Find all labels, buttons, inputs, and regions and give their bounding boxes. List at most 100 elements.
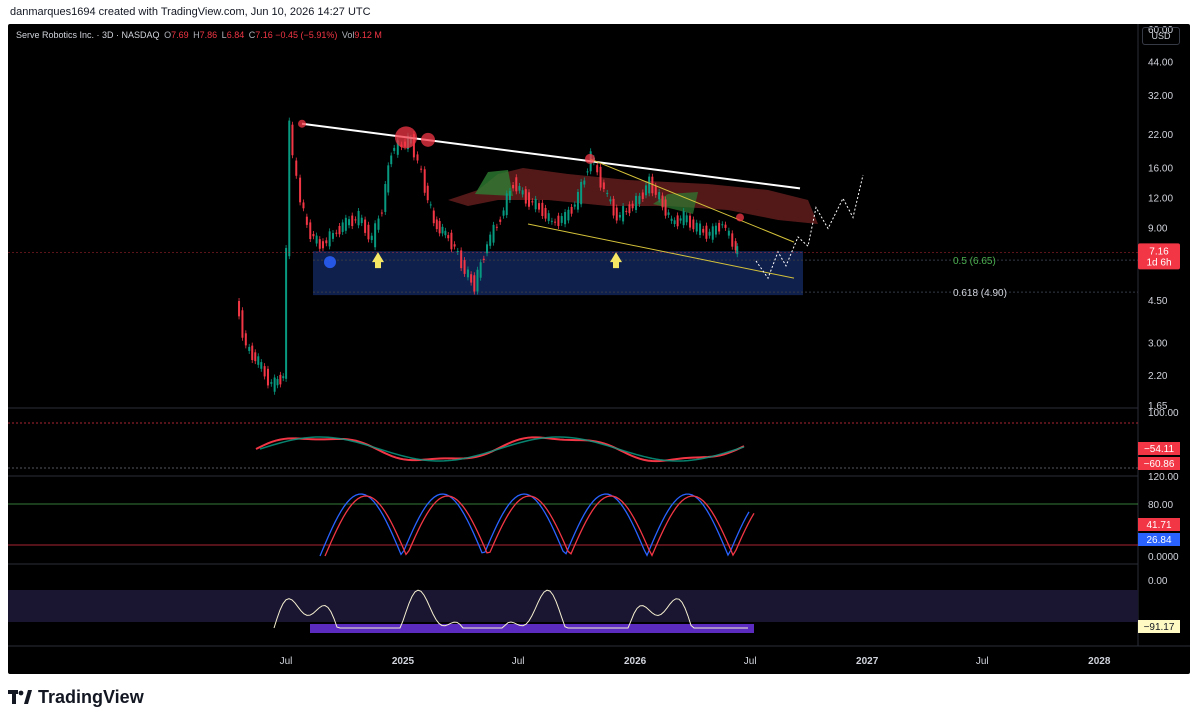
buy-arrow-marker: [610, 252, 622, 269]
candle-body: [721, 224, 724, 226]
candle-body: [648, 176, 651, 194]
candle-body: [573, 204, 576, 207]
candle-body: [251, 345, 254, 361]
osc1-tick: 100.00: [1148, 408, 1179, 419]
price-chart-svg[interactable]: 0.5 (6.65) 0.618 (4.90) 100.00 −54.11 −60.8…: [8, 24, 1190, 674]
legend-high: 7.86: [199, 30, 218, 40]
symbol-legend: Serve Robotics Inc. · 3D · NASDAQ O7.69 …: [16, 30, 382, 40]
candle-body: [599, 166, 602, 188]
price-tick-label: 16.00: [1148, 163, 1173, 174]
time-tick-label: 2025: [392, 656, 415, 667]
ichimoku-cloud-red: [448, 168, 818, 224]
candle-body: [341, 222, 344, 232]
osc1-main-line: [259, 436, 745, 462]
osc3-tag: [1138, 620, 1180, 633]
candle-body: [596, 165, 599, 173]
stoch-tag: [1138, 533, 1180, 546]
candle-body: [338, 225, 341, 235]
credit-text: danmarques1694 created with TradingView.…: [10, 6, 371, 18]
candle-body: [254, 352, 257, 362]
candle-body: [423, 169, 426, 193]
candle-body: [354, 219, 357, 221]
candle-body: [583, 180, 586, 185]
price-tick-label: 3.00: [1148, 338, 1168, 349]
candle-body: [685, 215, 688, 223]
candle-body: [260, 362, 263, 369]
candle-body: [612, 198, 615, 216]
candle-body: [670, 218, 673, 221]
candle-body: [727, 230, 730, 236]
osc1-value: −60.86: [1144, 459, 1175, 470]
candle-body: [714, 225, 717, 235]
osc1-tag: [1138, 442, 1180, 455]
candle-body: [266, 368, 269, 386]
time-tick-label: Jul: [280, 656, 293, 667]
candle-body: [521, 190, 524, 195]
candle-body: [453, 244, 456, 247]
candle-body: [360, 217, 363, 224]
candle-body: [248, 346, 251, 351]
candle-body: [512, 185, 515, 189]
legend-c-label: C: [248, 30, 256, 40]
candle-body: [708, 231, 711, 236]
candle-body: [651, 176, 654, 194]
stoch-d-value: 41.71: [1146, 520, 1171, 531]
candle-body: [285, 247, 288, 379]
candle-body: [676, 215, 679, 227]
candle-body: [441, 226, 444, 234]
candle-body: [602, 182, 605, 190]
candle-body: [628, 204, 631, 214]
candle-body: [305, 216, 308, 225]
candle-body: [644, 185, 647, 196]
footer: TradingView: [8, 685, 144, 709]
candle-body: [622, 206, 625, 222]
candle-body: [664, 199, 667, 216]
candle-body: [348, 219, 351, 226]
candle-body: [282, 376, 285, 379]
candle-body: [357, 211, 360, 226]
candle-body: [374, 223, 377, 248]
candle-body: [689, 215, 692, 228]
currency-button[interactable]: USD: [1142, 27, 1180, 45]
candle-body: [711, 226, 714, 240]
candle-body: [654, 185, 657, 195]
legend-close: 7.16: [255, 30, 273, 40]
ichimoku-cloud-green: [475, 170, 513, 196]
candle-body: [420, 168, 423, 170]
axes-layer: 60.00 44.00 32.00 22.00 16.00 12.00 9.00 4.50 3.…: [8, 25, 1180, 667]
candle-body: [416, 154, 419, 161]
candle-body: [550, 220, 553, 222]
candle-body: [544, 207, 547, 219]
oscillators-layer: 100.00 −54.11 −60.86 120.00 80.00 0.0000 41.71…: [8, 408, 1180, 633]
candle-body: [396, 140, 399, 155]
candle-body: [702, 228, 705, 233]
legend-l-label: L: [221, 30, 227, 40]
candle-body: [560, 216, 563, 223]
candle-body: [734, 241, 737, 251]
candle-body: [377, 218, 380, 230]
candle-body: [495, 226, 498, 228]
stoch-tick: 120.00: [1148, 472, 1179, 483]
candle-body: [557, 215, 560, 226]
candle-body: [518, 185, 521, 191]
candle-body: [508, 190, 511, 201]
candle-body: [615, 207, 618, 221]
fib-label-0.5: 0.5 (6.65): [953, 256, 996, 267]
candle-body: [438, 221, 441, 234]
candle-body: [351, 215, 354, 227]
price-tick-label: 1.65: [1148, 401, 1168, 412]
channel-lower-line: [527, 223, 795, 279]
candle-body: [470, 274, 473, 283]
candle-body: [705, 225, 708, 239]
price-tick-label: 4.50: [1148, 296, 1168, 307]
candle-body: [609, 199, 612, 202]
time-tick-label: 2027: [856, 656, 879, 667]
legend-vol-label: Vol: [341, 30, 355, 40]
candle-body: [364, 219, 367, 233]
chart-area[interactable]: 0.5 (6.65) 0.618 (4.90) 100.00 −54.11 −60.8…: [8, 24, 1190, 674]
candle-body: [291, 124, 294, 156]
price-tick-label: 12.00: [1148, 193, 1173, 204]
ichimoku-cloud-layer: [448, 168, 818, 224]
osc3-line: [273, 589, 748, 629]
legend-symbol: Serve Robotics Inc. · 3D · NASDAQ: [16, 30, 160, 40]
